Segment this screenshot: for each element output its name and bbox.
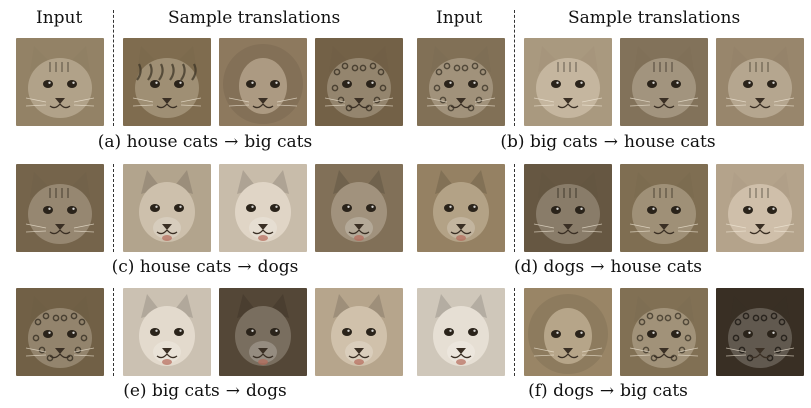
source-domain: dogs [553, 381, 594, 401]
target-domain: big cats [620, 381, 688, 401]
dog-face-image [123, 164, 211, 252]
tiger-face-image [123, 38, 211, 126]
source-domain: big cats [529, 132, 598, 152]
cat-face-image [716, 38, 804, 126]
arrow-icon: → [590, 257, 605, 277]
input-column-header: Input [36, 8, 83, 28]
dashed-divider [113, 10, 114, 126]
panel-caption: (c) house cats → dogs [5, 257, 405, 277]
dog-face-image [417, 288, 505, 376]
dashed-divider [514, 288, 515, 376]
samples-column-header: Sample translations [568, 8, 741, 28]
input-image [417, 164, 505, 252]
input-column-header: Input [436, 8, 483, 28]
lion-face-image [524, 288, 612, 376]
cat-face-image [620, 164, 708, 252]
arrow-icon: → [225, 381, 241, 401]
dashed-divider [514, 164, 515, 252]
sample-translation-image [315, 288, 403, 376]
panel-label: (a) [97, 132, 127, 152]
arrow-icon: → [603, 132, 619, 152]
input-image [417, 288, 505, 376]
panel-caption: (d) dogs → house cats [408, 257, 808, 277]
arrow-icon: → [237, 257, 252, 277]
target-domain: dogs [257, 257, 299, 277]
target-domain: house cats [610, 257, 703, 277]
sample-translation-image [524, 164, 612, 252]
dog-face-image [219, 164, 307, 252]
source-domain: house cats [126, 132, 219, 152]
cat-face-image [16, 164, 104, 252]
panel-caption: (e) big cats → dogs [5, 381, 405, 401]
target-domain: dogs [246, 381, 287, 401]
sample-translation-image [716, 164, 804, 252]
sample-translation-image [620, 38, 708, 126]
sample-translation-image [524, 288, 612, 376]
sample-translation-image [123, 164, 211, 252]
sample-translation-image [219, 164, 307, 252]
input-image [16, 288, 104, 376]
arrow-icon: → [599, 381, 615, 401]
arrow-icon: → [224, 132, 239, 152]
leopard-face-image [417, 38, 505, 126]
source-domain: dogs [543, 257, 585, 277]
panel-caption: (b) big cats → house cats [408, 132, 808, 152]
sample-translation-image [123, 288, 211, 376]
dashed-divider [113, 164, 114, 252]
lion-face-image [219, 38, 307, 126]
sample-translation-image [123, 38, 211, 126]
panel-label: (e) [123, 381, 152, 401]
dashed-divider [113, 288, 114, 376]
leopard-face-image [716, 288, 804, 376]
cat-face-image [524, 38, 612, 126]
panel-caption: (a) house cats → big cats [5, 132, 405, 152]
input-image [417, 38, 505, 126]
sample-translation-image [219, 288, 307, 376]
cat-face-image [16, 38, 104, 126]
cat-face-image [524, 164, 612, 252]
sample-translation-image [716, 288, 804, 376]
samples-column-header: Sample translations [168, 8, 341, 28]
dog-face-image [315, 164, 403, 252]
leopard-face-image [620, 288, 708, 376]
dog-face-image [417, 164, 505, 252]
panel-caption: (f) dogs → big cats [408, 381, 808, 401]
dog-face-image [219, 288, 307, 376]
sample-translation-image [620, 164, 708, 252]
target-domain: big cats [244, 132, 313, 152]
sample-translation-image [716, 38, 804, 126]
source-domain: house cats [139, 257, 232, 277]
source-domain: big cats [151, 381, 220, 401]
sample-translation-image [524, 38, 612, 126]
panel-label: (b) [500, 132, 530, 152]
sample-translation-image [219, 38, 307, 126]
target-domain: house cats [624, 132, 716, 152]
input-image [16, 164, 104, 252]
leopard-face-image [16, 288, 104, 376]
panel-label: (f) [528, 381, 554, 401]
panel-label: (d) [513, 257, 544, 277]
cat-face-image [620, 38, 708, 126]
cat-face-image [716, 164, 804, 252]
input-image [16, 38, 104, 126]
dog-face-image [315, 288, 403, 376]
dog-face-image [123, 288, 211, 376]
sample-translation-image [315, 164, 403, 252]
sample-translation-image [315, 38, 403, 126]
sample-translation-image [620, 288, 708, 376]
dashed-divider [514, 10, 515, 126]
leopard-face-image [315, 38, 403, 126]
panel-label: (c) [111, 257, 140, 277]
